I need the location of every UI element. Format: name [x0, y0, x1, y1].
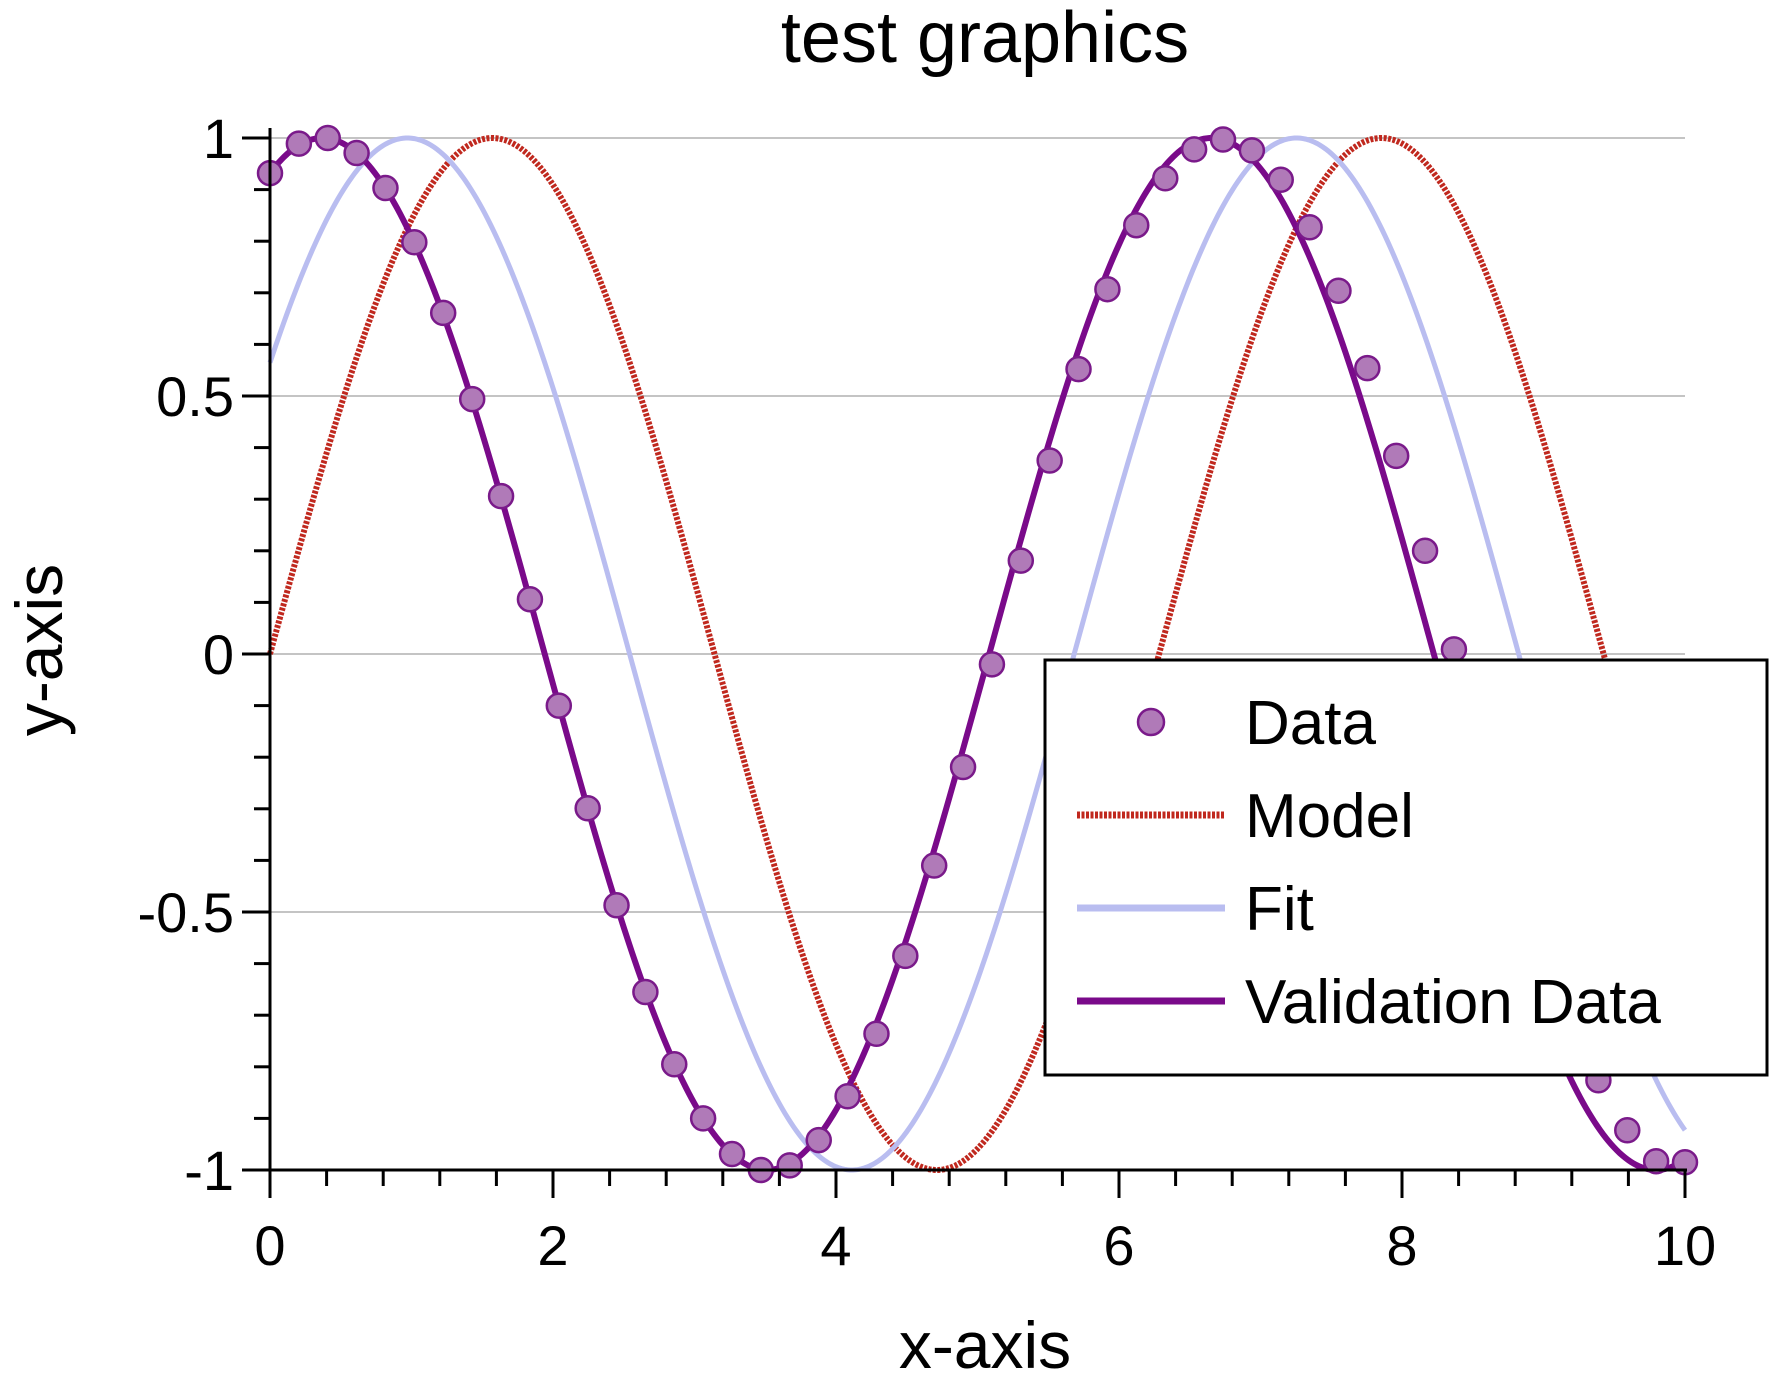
- series-line-fit: [267, 135, 1688, 1173]
- y-tick-label: -1: [184, 1139, 234, 1202]
- x-tick-label: 8: [1386, 1214, 1417, 1277]
- data-point: [1180, 136, 1208, 163]
- data-point: [545, 692, 573, 719]
- series-line-model: [267, 135, 1688, 1173]
- data-point: [1614, 1117, 1641, 1144]
- legend: Data Model Fit Validation Data: [1043, 658, 1769, 1077]
- data-point: [1094, 275, 1121, 303]
- data-point: [343, 139, 370, 167]
- y-tick-label: 1: [203, 107, 234, 170]
- legend-label-fit: Fit: [1245, 875, 1314, 944]
- data-point: [1123, 211, 1150, 239]
- data-point: [285, 130, 313, 157]
- data-point: [487, 482, 515, 510]
- legend-box: [1043, 658, 1769, 1077]
- data-point: [1440, 636, 1468, 663]
- chart-title: test graphics: [781, 0, 1189, 78]
- data-point: [1411, 537, 1439, 565]
- data-point: [1382, 442, 1410, 470]
- data-point: [429, 299, 457, 327]
- data-point: [632, 978, 659, 1006]
- data-point: [689, 1105, 717, 1132]
- data-point: [834, 1082, 861, 1110]
- data-point: [718, 1140, 746, 1168]
- data-point: [863, 1020, 890, 1048]
- data-point: [1238, 137, 1266, 164]
- data-point: [1036, 447, 1063, 474]
- data-point: [920, 852, 948, 879]
- data-point: [661, 1050, 688, 1078]
- data-point: [1007, 547, 1035, 574]
- data-point: [1209, 126, 1237, 153]
- data-point: [314, 124, 341, 152]
- data-point: [1325, 277, 1352, 304]
- data-point: [949, 753, 977, 781]
- data-point: [1065, 355, 1092, 383]
- data-point: [892, 942, 919, 970]
- data-point: [401, 228, 428, 256]
- x-tick-label: 4: [820, 1214, 851, 1277]
- x-tick-label: 0: [254, 1214, 285, 1277]
- data-point: [574, 795, 601, 822]
- data-point: [1152, 164, 1179, 192]
- y-tick-label: 0: [203, 623, 234, 686]
- data-point: [805, 1126, 832, 1154]
- data-point: [372, 174, 399, 202]
- data-point: [1267, 166, 1294, 194]
- data-point: [1642, 1147, 1670, 1175]
- x-axis-label: x-axis: [899, 1308, 1071, 1376]
- legend-label-model: Model: [1245, 782, 1414, 851]
- x-tick-label: 10: [1654, 1214, 1716, 1277]
- y-tick-label: -0.5: [138, 881, 235, 944]
- data-point: [978, 651, 1006, 678]
- y-tick-label: 0.5: [156, 365, 234, 428]
- data-point: [516, 586, 544, 613]
- axis-ticks: 0 2 4 6 8 10 -1 -0.5 0 0.5 1: [138, 107, 1717, 1277]
- x-tick-label: 6: [1103, 1214, 1134, 1277]
- data-point: [1354, 354, 1381, 382]
- legend-swatch-data: [1136, 707, 1166, 737]
- data-point: [776, 1152, 803, 1179]
- data-point: [458, 385, 486, 413]
- y-axis-label: y-axis: [2, 564, 76, 736]
- legend-label-data: Data: [1245, 689, 1376, 758]
- legend-label-validation-data: Validation Data: [1245, 968, 1661, 1037]
- data-point: [1296, 214, 1323, 241]
- x-tick-label: 2: [537, 1214, 568, 1277]
- data-point: [603, 892, 630, 919]
